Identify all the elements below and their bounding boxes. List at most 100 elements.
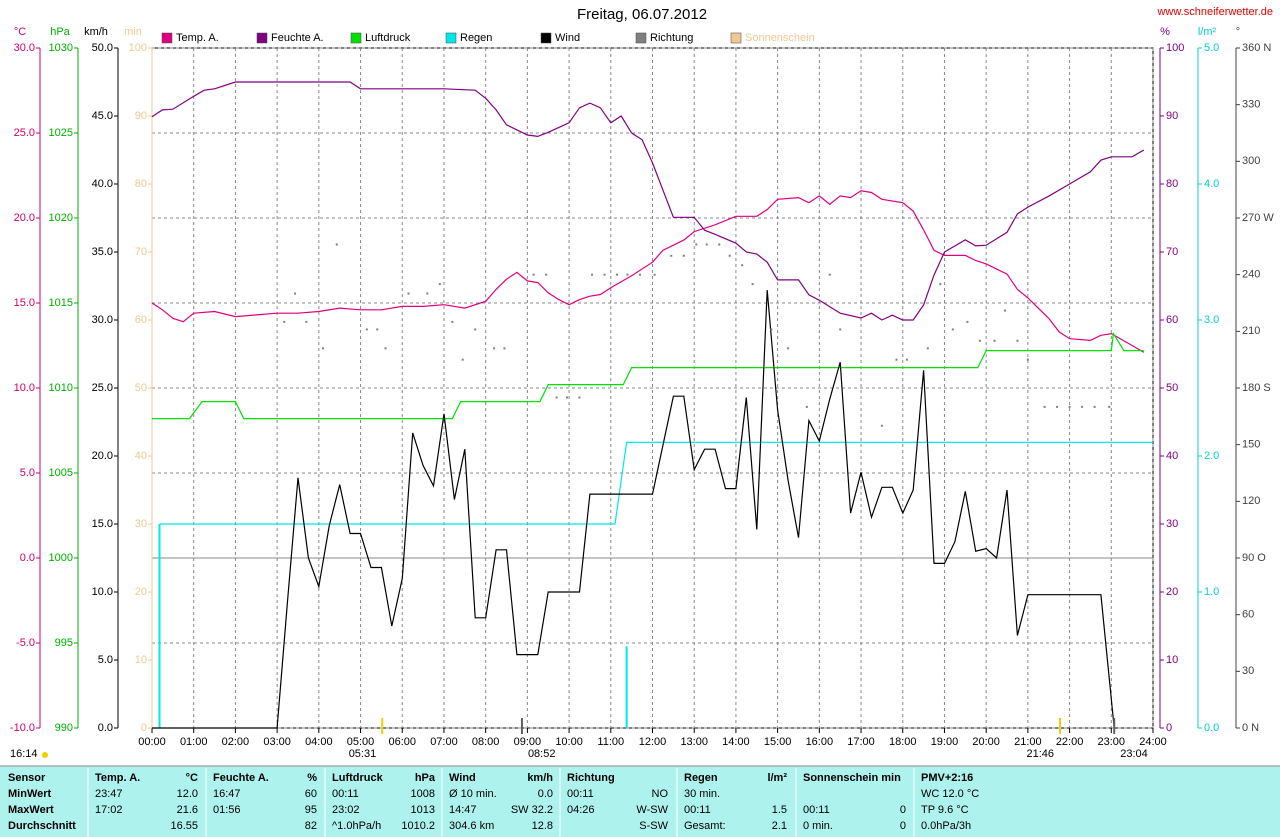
y-tick-label: 1.0 [1204,586,1219,598]
direction-dot [565,396,568,399]
axis-unit: hPa [50,26,70,38]
direction-dot [638,273,641,276]
series-line [159,441,1153,525]
table-cell: 12.8 [532,820,553,832]
direction-dot [978,339,981,342]
y-tick-label: 50.0 [92,42,113,54]
x-tick-label: 20:00 [972,736,1000,748]
direction-dot [880,424,883,427]
legend-swatch [256,32,268,44]
table-cell: S-SW [639,820,668,832]
direction-dot [1108,405,1111,408]
axis-unit: min [124,26,142,38]
y-tick-label: 0.0 [1204,722,1219,734]
x-tick-label: 00:00 [138,736,166,748]
event-label: 23:04 [1120,748,1148,760]
legend-label: Luftdruck [365,32,411,44]
table-cell: 0.0hPa/3h [921,820,971,832]
y-tick-label: 5.0 [1204,42,1219,54]
direction-dot [1081,405,1084,408]
table-background [0,766,1280,837]
direction-dot [322,347,325,350]
y-tick-label: 995 [55,637,73,649]
table-cell: 304.6 km [449,820,494,832]
legend-swatch [730,32,742,44]
direction-dot [705,243,708,246]
table-cell: 0 [900,820,906,832]
direction-dot [1003,309,1006,312]
y-tick-label: 60 [1166,314,1178,326]
y-tick-label: 10 [135,654,147,666]
y-tick-label: 0.0 [20,552,35,564]
table-cell: 04:26 [567,804,595,816]
legend-swatch [635,32,647,44]
direction-dot [335,243,338,246]
direction-dot [603,273,606,276]
event-label: 08:52 [528,748,556,760]
table-cell: WC 12.0 °C [921,788,979,800]
y-tick-label: 180 S [1242,382,1271,394]
table-header: Temp. A. [95,772,140,784]
y-tick-label: 1010 [49,382,73,394]
y-tick-label: -5.0 [16,637,35,649]
x-tick-label: 15:00 [764,736,792,748]
table-header: Wind [449,772,476,784]
table-cell: W-SW [636,804,668,816]
direction-dot [438,283,441,286]
y-tick-label: 90 O [1242,552,1266,564]
footer-left: 16:14 [10,748,38,760]
table-cell: Ø 10 min. [449,788,497,800]
y-tick-label: 15.0 [92,518,113,530]
y-tick-label: 80 [1166,178,1178,190]
table-cell: SW 32.2 [511,804,553,816]
direction-dot [741,264,744,267]
direction-dot [905,358,908,361]
direction-dot [283,320,286,323]
x-tick-label: 06:00 [388,736,416,748]
axis-unit: l/m² [1198,26,1217,38]
legend-label: Temp. A. [176,32,219,44]
x-tick-label: 12:00 [639,736,667,748]
y-tick-label: 10.0 [92,586,113,598]
y-tick-label: 80 [135,178,147,190]
table-header: Sonnenschein min [803,772,901,784]
y-tick-label: 1015 [49,297,73,309]
x-tick-label: 14:00 [722,736,750,748]
direction-dot [493,347,496,350]
x-tick-label: 13:00 [680,736,708,748]
legend-swatch [161,32,173,44]
table-row-label: Durchschnitt [8,820,76,832]
y-tick-label: 360 N [1242,42,1271,54]
y-tick-label: 1005 [49,467,73,479]
direction-dot [1016,339,1019,342]
y-tick-label: 70 [1166,246,1178,258]
y-tick-label: 1000 [49,552,73,564]
table-unit: % [307,772,317,784]
source: www.schneiferwetter.de [1156,6,1273,18]
table-cell: 2.1 [772,820,787,832]
table-header: Regen [684,772,718,784]
table-cell: 1010.2 [401,820,435,832]
y-tick-label: -10.0 [10,722,35,734]
y-tick-label: 60 [1242,609,1254,621]
direction-dot [695,243,698,246]
y-tick-label: 990 [55,722,73,734]
direction-dot [426,292,429,295]
y-tick-label: 0.0 [98,722,113,734]
table-header: Luftdruck [332,772,384,784]
table-cell: NO [652,788,669,800]
y-tick-label: 30 [1166,518,1178,530]
y-tick-label: 40 [1166,450,1178,462]
y-tick-label: 30.0 [14,42,35,54]
direction-dot [895,358,898,361]
x-tick-label: 05:00 [347,736,375,748]
direction-dot [939,283,942,286]
table-unit: °C [186,772,198,784]
direction-dot [728,254,731,257]
table-cell: 30 min. [684,788,720,800]
y-tick-label: 90 [1166,110,1178,122]
x-tick-label: 09:00 [514,736,542,748]
direction-dot [451,320,454,323]
y-tick-label: 0 [1166,722,1172,734]
